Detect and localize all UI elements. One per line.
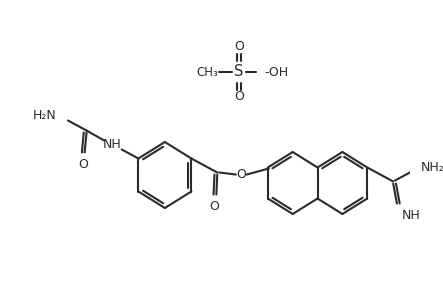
Text: NH: NH: [401, 209, 420, 222]
Text: O: O: [234, 41, 244, 54]
Text: NH: NH: [103, 138, 122, 151]
Text: S: S: [234, 64, 244, 79]
Text: H₂N: H₂N: [33, 109, 57, 122]
Text: O: O: [234, 91, 244, 104]
Text: O: O: [78, 158, 88, 171]
Text: O: O: [237, 168, 246, 181]
Text: NH₂: NH₂: [421, 161, 443, 174]
Text: CH₃: CH₃: [196, 66, 218, 79]
Text: O: O: [210, 200, 219, 213]
Text: -OH: -OH: [264, 66, 288, 79]
